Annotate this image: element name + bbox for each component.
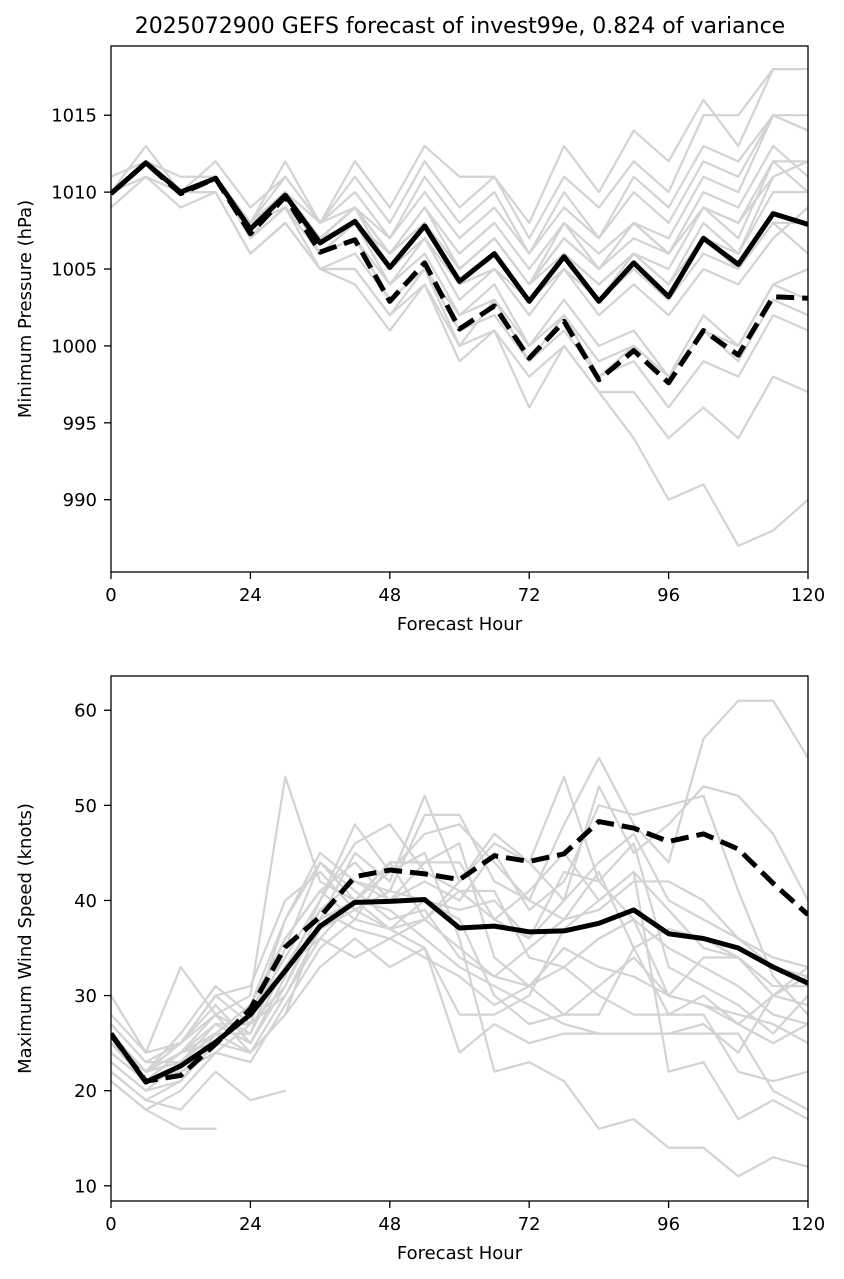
member-line-17 <box>111 870 808 1121</box>
plot-frame <box>110 45 809 573</box>
y-tick-label: 1010 <box>51 183 97 204</box>
y-tick-label: 1000 <box>51 336 97 357</box>
member-line-9 <box>111 1070 287 1111</box>
x-tick-label: 0 <box>105 1214 116 1235</box>
member-line-1 <box>111 775 808 1054</box>
chart-title: 2025072900 GEFS forecast of invest99e, 0… <box>135 14 785 39</box>
panel-wind: 0 24 48 72 96 120 10 20 30 40 50 60 Forecast Hour Max… <box>15 675 825 1264</box>
member-line-14 <box>111 160 808 547</box>
member-line-10 <box>111 1080 217 1130</box>
y-axis-label: Minimum Pressure (hPa) <box>15 200 36 418</box>
y-tick-label: 60 <box>74 701 97 722</box>
solid-series-line <box>111 897 808 1085</box>
y-axis-label: Maximum Wind Speed (knots) <box>15 803 36 1074</box>
x-tick-label: 72 <box>518 1214 541 1235</box>
plot-frame <box>110 675 809 1202</box>
member-line-16 <box>111 889 808 1064</box>
y-tick-label: 10 <box>74 1176 97 1197</box>
x-axis-label: Forecast Hour <box>397 1243 523 1264</box>
y-tick-label: 1015 <box>51 106 97 127</box>
x-tick-label: 120 <box>791 585 825 606</box>
ensemble-members <box>111 699 808 1178</box>
x-tick-label: 24 <box>239 1214 262 1235</box>
member-line-8 <box>111 918 808 1111</box>
member-line-5 <box>111 67 808 240</box>
panel-pressure: 0 24 48 72 96 120 990 995 1000 1005 1010 1015 Foreca… <box>15 45 825 635</box>
member-line-15 <box>111 175 808 378</box>
member-line-13 <box>111 842 808 1064</box>
main-series <box>111 160 808 386</box>
dashed-series-line <box>111 160 808 386</box>
x-tick-label: 96 <box>657 1214 680 1235</box>
x-axis-label: Forecast Hour <box>397 614 523 635</box>
member-line-7 <box>111 144 808 286</box>
x-tick-label: 96 <box>657 585 680 606</box>
x-tick-label: 120 <box>791 1214 825 1235</box>
y-tick-label: 20 <box>74 1081 97 1102</box>
x-tick-label: 24 <box>239 585 262 606</box>
ensemble-members <box>111 67 808 547</box>
member-line-4 <box>111 794 808 1073</box>
x-tick-label: 72 <box>518 585 541 606</box>
x-tick-label: 0 <box>105 585 116 606</box>
y-tick-label: 990 <box>63 490 97 511</box>
member-line-3 <box>111 114 808 255</box>
member-line-7 <box>111 899 808 1102</box>
y-tick-label: 40 <box>74 891 97 912</box>
member-line-3 <box>111 699 808 1073</box>
member-line-11 <box>111 851 808 1178</box>
member-line-18 <box>111 842 808 1073</box>
x-tick-label: 48 <box>378 1214 401 1235</box>
y-tick-label: 50 <box>74 796 97 817</box>
member-line-5 <box>111 785 808 1083</box>
dashed-series-line <box>111 819 808 1084</box>
solid-series-line <box>111 160 808 304</box>
member-line-16 <box>111 114 808 255</box>
main-series <box>111 819 808 1085</box>
member-line-2 <box>111 775 808 1054</box>
y-tick-label: 30 <box>74 986 97 1007</box>
x-tick-label: 48 <box>378 585 401 606</box>
member-line-19 <box>111 861 808 1083</box>
y-tick-label: 995 <box>63 413 97 434</box>
y-tick-label: 1005 <box>51 260 97 281</box>
